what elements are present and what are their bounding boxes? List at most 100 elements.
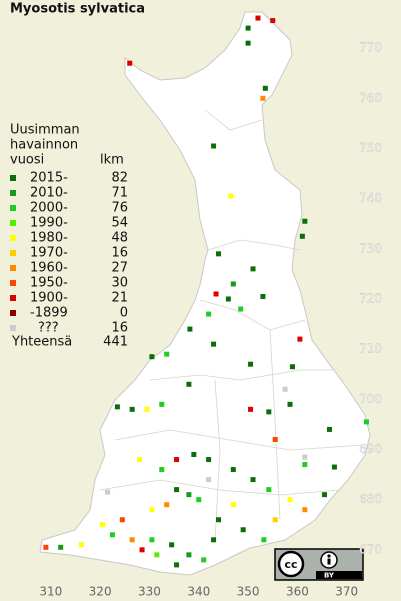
finland-outline bbox=[39, 11, 371, 576]
observation bbox=[174, 487, 180, 493]
observation bbox=[191, 452, 197, 458]
observation bbox=[260, 293, 266, 299]
x-tick-label: 360 bbox=[286, 585, 309, 599]
observation bbox=[216, 517, 222, 523]
legend-label: 2015- bbox=[30, 171, 68, 186]
observation bbox=[255, 15, 261, 21]
observation bbox=[206, 311, 212, 317]
observation bbox=[139, 547, 145, 553]
observation bbox=[187, 326, 193, 332]
observation bbox=[159, 401, 165, 407]
observation bbox=[159, 467, 165, 473]
observation bbox=[262, 85, 268, 91]
observation bbox=[225, 296, 231, 302]
by-text: BY bbox=[324, 572, 335, 580]
map-title: Myosotis sylvatica bbox=[10, 2, 145, 17]
legend-count: 16 bbox=[111, 246, 128, 261]
observation bbox=[186, 381, 192, 387]
observation bbox=[240, 527, 246, 533]
observation bbox=[196, 497, 202, 503]
legend-count: 0 bbox=[120, 306, 128, 321]
y-tick-label: 680 bbox=[359, 492, 382, 506]
y-tick-label: 760 bbox=[359, 91, 382, 105]
legend-label: 1990- bbox=[30, 216, 68, 231]
observation bbox=[238, 306, 244, 312]
observation bbox=[105, 489, 111, 495]
x-tick-label: 310 bbox=[39, 585, 62, 599]
observation bbox=[287, 401, 293, 407]
observation bbox=[282, 386, 288, 392]
observation bbox=[302, 454, 308, 460]
legend-count: 54 bbox=[111, 216, 128, 231]
observation bbox=[144, 406, 150, 412]
x-tick-label: 350 bbox=[237, 585, 260, 599]
observation bbox=[127, 60, 133, 66]
observation bbox=[149, 354, 155, 360]
observation bbox=[302, 507, 308, 513]
observation bbox=[169, 542, 175, 548]
observation bbox=[230, 281, 236, 287]
observation bbox=[119, 517, 125, 523]
observation bbox=[245, 25, 251, 31]
observation bbox=[137, 457, 143, 463]
observation bbox=[149, 537, 155, 543]
legend-label: -1899 bbox=[30, 306, 68, 321]
legend-label: 2010- bbox=[30, 186, 68, 201]
observation bbox=[248, 406, 254, 412]
legend-swatch bbox=[10, 265, 16, 271]
legend-total: 441 bbox=[103, 335, 128, 350]
x-tick-label: 370 bbox=[335, 585, 358, 599]
observation bbox=[206, 477, 212, 483]
observation bbox=[109, 532, 115, 538]
by-icon-body bbox=[327, 558, 331, 565]
legend-label: 2000- bbox=[30, 201, 68, 216]
y-tick-label: 770 bbox=[359, 41, 382, 55]
observation bbox=[272, 436, 278, 442]
x-tick-label: 340 bbox=[187, 585, 210, 599]
observation bbox=[248, 361, 254, 367]
legend-label: 1960- bbox=[30, 261, 68, 276]
observation bbox=[58, 544, 64, 550]
legend-total-label: Yhteensä bbox=[11, 335, 72, 350]
y-tick-label: 700 bbox=[359, 392, 382, 406]
observation bbox=[206, 457, 212, 463]
observation bbox=[230, 467, 236, 473]
observation bbox=[100, 522, 106, 528]
observation bbox=[164, 502, 170, 508]
observation bbox=[186, 492, 192, 498]
legend-swatch bbox=[10, 310, 16, 316]
observation bbox=[174, 562, 180, 568]
legend-swatch bbox=[10, 175, 16, 181]
legend-label: 1900- bbox=[30, 291, 68, 306]
cc-text: cc bbox=[284, 558, 297, 571]
legend-header: vuosi bbox=[10, 153, 44, 168]
observation bbox=[250, 266, 256, 272]
legend-swatch bbox=[10, 250, 16, 256]
legend-header: Uusimman bbox=[10, 123, 80, 138]
y-tick-label: 740 bbox=[359, 191, 382, 205]
observation bbox=[201, 557, 207, 563]
y-tick-label: 710 bbox=[359, 342, 382, 356]
legend-swatch bbox=[10, 220, 16, 226]
observation bbox=[287, 497, 293, 503]
legend-count: 21 bbox=[111, 291, 128, 306]
y-tick-label: 730 bbox=[359, 241, 382, 255]
y-tick-label: 670 bbox=[359, 542, 382, 556]
observation bbox=[289, 364, 295, 370]
observation bbox=[114, 404, 120, 410]
observation bbox=[186, 552, 192, 558]
legend-count: 30 bbox=[111, 276, 128, 291]
by-icon-head bbox=[327, 554, 331, 558]
observation bbox=[272, 517, 278, 523]
observation bbox=[230, 502, 236, 508]
observation bbox=[129, 537, 135, 543]
cc-badge: cc BY bbox=[274, 548, 364, 581]
legend-label: 1950- bbox=[30, 276, 68, 291]
observation bbox=[270, 18, 276, 24]
y-tick-label: 690 bbox=[359, 442, 382, 456]
observation bbox=[164, 351, 170, 357]
observation bbox=[216, 251, 222, 257]
legend-count: 71 bbox=[111, 186, 128, 201]
observation bbox=[245, 40, 251, 46]
